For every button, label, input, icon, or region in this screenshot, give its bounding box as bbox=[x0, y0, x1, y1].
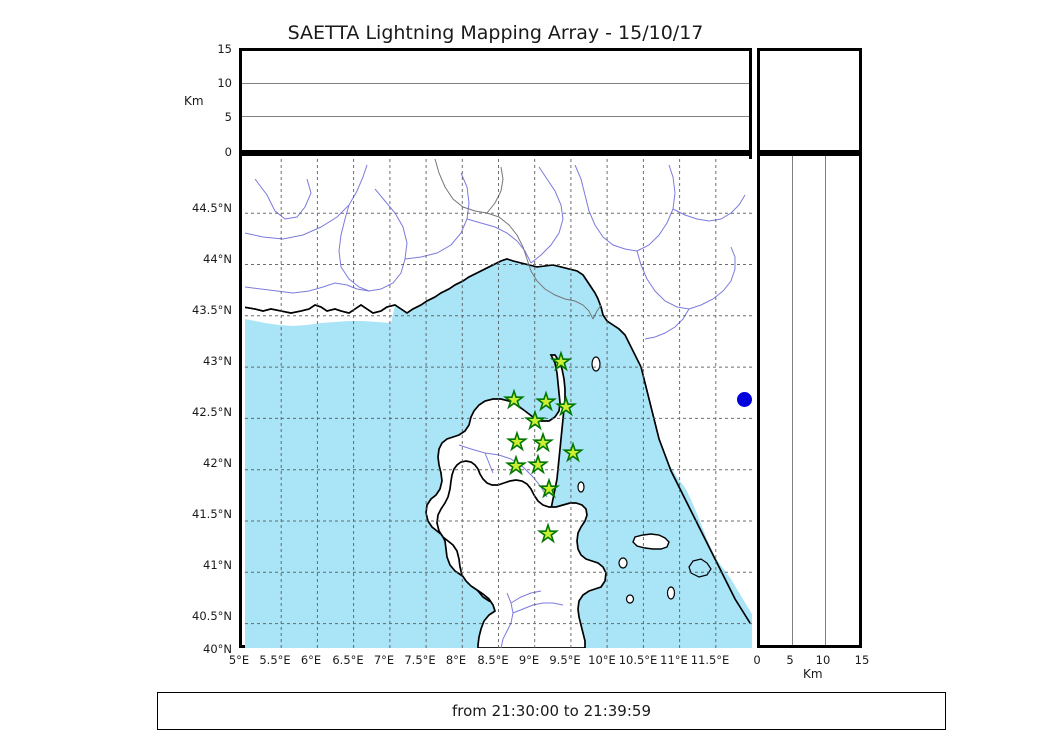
map-xtick-12: 10.5°E bbox=[618, 653, 658, 667]
map-gridlines bbox=[245, 159, 752, 648]
map-ytick-6: 42°N bbox=[203, 456, 232, 470]
map-ytick-1: 44.5°N bbox=[192, 201, 232, 215]
side-xtick-0: 0 bbox=[753, 653, 761, 667]
map-xtick-10: 9.5°E bbox=[549, 653, 581, 667]
argentario-bay bbox=[688, 558, 712, 578]
station-star bbox=[504, 454, 528, 476]
station-star bbox=[549, 350, 573, 372]
small-island-2 bbox=[666, 586, 676, 600]
altitude-vs-longitude-panel[interactable] bbox=[239, 48, 752, 153]
corner-panel[interactable] bbox=[757, 48, 862, 153]
map-xtick-14: 11.5°E bbox=[690, 653, 730, 667]
side-gridline-5 bbox=[792, 156, 793, 645]
land-polygon bbox=[245, 159, 752, 614]
map-ytick-7: 41.5°N bbox=[192, 507, 232, 521]
station-star bbox=[531, 431, 555, 453]
sardinia-rivers bbox=[500, 590, 564, 648]
map-xtick-7: 8°E bbox=[445, 653, 467, 667]
side-xtick-15: 15 bbox=[854, 653, 870, 667]
map-xtick-11: 10°E bbox=[588, 653, 616, 667]
borders-layer bbox=[434, 159, 602, 320]
station-star bbox=[536, 522, 560, 544]
altitude-gridline-5 bbox=[242, 116, 749, 117]
station-star bbox=[523, 409, 547, 431]
lightning-source-marker bbox=[737, 392, 752, 407]
map-viewport bbox=[245, 159, 752, 648]
sardinia-landmass bbox=[436, 460, 607, 648]
side-xtick-10: 10 bbox=[815, 653, 831, 667]
elba-island bbox=[632, 533, 670, 550]
station-star bbox=[526, 453, 550, 475]
alt-ytick-15: 15 bbox=[217, 42, 232, 56]
time-window-caption: from 21:30:00 to 21:39:59 bbox=[157, 692, 946, 730]
station-star bbox=[534, 390, 558, 412]
altitude-gridline-10 bbox=[242, 83, 749, 84]
montecristo-island bbox=[618, 557, 628, 569]
map-ytick-3: 43.5°N bbox=[192, 303, 232, 317]
altitude-axis-label: Km bbox=[184, 94, 204, 108]
map-xtick-2: 5.5°E bbox=[259, 653, 291, 667]
altitude-vs-latitude-panel[interactable] bbox=[757, 153, 862, 648]
map-xtick-9: 9°E bbox=[518, 653, 540, 667]
map-ytick-4: 43°N bbox=[203, 354, 232, 368]
side-gridline-10 bbox=[825, 156, 826, 645]
alt-ytick-10: 10 bbox=[217, 76, 232, 90]
station-star bbox=[502, 388, 526, 410]
map-xtick-5: 7°E bbox=[373, 653, 395, 667]
alt-ytick-0: 0 bbox=[224, 145, 232, 159]
coastline-stroke-top bbox=[245, 258, 751, 624]
station-star bbox=[554, 395, 578, 417]
map-xtick-3: 6°E bbox=[300, 653, 322, 667]
alt-ytick-5: 5 bbox=[224, 110, 232, 124]
map-graphic bbox=[245, 159, 752, 648]
map-panel[interactable] bbox=[239, 153, 752, 648]
map-xtick-13: 11°E bbox=[660, 653, 688, 667]
map-ytick-10: 40°N bbox=[203, 642, 232, 656]
map-ytick-8: 41°N bbox=[203, 558, 232, 572]
small-island-1 bbox=[625, 594, 635, 604]
small-island-3 bbox=[591, 356, 601, 372]
map-xtick-8: 8.5°E bbox=[477, 653, 509, 667]
side-xtick-5: 5 bbox=[786, 653, 794, 667]
map-xtick-4: 6.5°E bbox=[332, 653, 364, 667]
side-axis-label: Km bbox=[803, 667, 823, 681]
map-ytick-2: 44°N bbox=[203, 252, 232, 266]
station-markers bbox=[502, 350, 585, 544]
station-star bbox=[537, 477, 561, 499]
map-ytick-5: 42.5°N bbox=[192, 405, 232, 419]
chart-title: SAETTA Lightning Mapping Array - 15/10/1… bbox=[287, 22, 704, 44]
station-star bbox=[561, 441, 585, 463]
map-xtick-1: 5°E bbox=[228, 653, 250, 667]
map-xtick-6: 7.5°E bbox=[404, 653, 436, 667]
capraia-island bbox=[577, 481, 585, 493]
map-ytick-9: 40.5°N bbox=[192, 609, 232, 623]
station-star bbox=[505, 430, 529, 452]
